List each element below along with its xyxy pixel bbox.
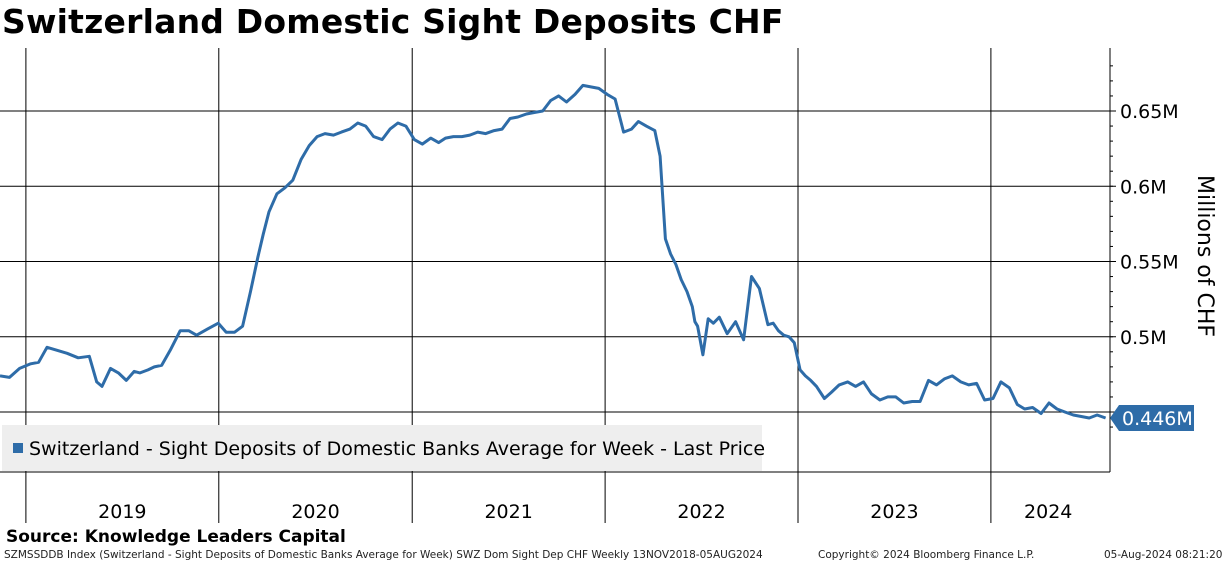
series-line xyxy=(0,83,1107,420)
footer-timestamp: 05-Aug-2024 08:21:20 xyxy=(1104,549,1223,561)
x-tick-label: 2022 xyxy=(677,501,725,523)
x-tick-label: 2024 xyxy=(1024,501,1072,523)
last-price-label: 0.446M xyxy=(1122,408,1193,430)
series-layer xyxy=(0,83,1107,420)
x-tick-label: 2020 xyxy=(291,501,339,523)
legend: Switzerland - Sight Deposits of Domestic… xyxy=(2,425,765,471)
x-tick-label: 2023 xyxy=(870,501,918,523)
x-tick-label: 2021 xyxy=(484,501,532,523)
chart-title: Switzerland Domestic Sight Deposits CHF xyxy=(2,2,784,41)
last-price-badge-shape xyxy=(1110,405,1194,432)
last-price-badge: 0.446M xyxy=(1110,405,1194,432)
y-tick-label: 0.55M xyxy=(1120,252,1179,274)
grid-lines xyxy=(0,48,1110,523)
footer-copyright: Copyright© 2024 Bloomberg Finance L.P. xyxy=(818,549,1035,561)
x-axis: 2019 2020 2021 2022 2023 2024 xyxy=(0,471,1110,523)
y-tick-label: 0.65M xyxy=(1120,101,1179,123)
legend-background xyxy=(2,425,762,471)
source-note: Source: Knowledge Leaders Capital xyxy=(6,527,346,547)
y-tick-label: 0.6M xyxy=(1120,176,1167,198)
x-tick-label: 2019 xyxy=(98,501,146,523)
footer-ticker: SZMSSDDB Index (Switzerland - Sight Depo… xyxy=(4,549,763,561)
legend-swatch xyxy=(13,443,23,453)
legend-entry: Switzerland - Sight Deposits of Domestic… xyxy=(29,438,765,460)
y-axis-label: Millions of CHF xyxy=(1192,175,1217,337)
y-tick-label: 0.5M xyxy=(1120,327,1167,349)
